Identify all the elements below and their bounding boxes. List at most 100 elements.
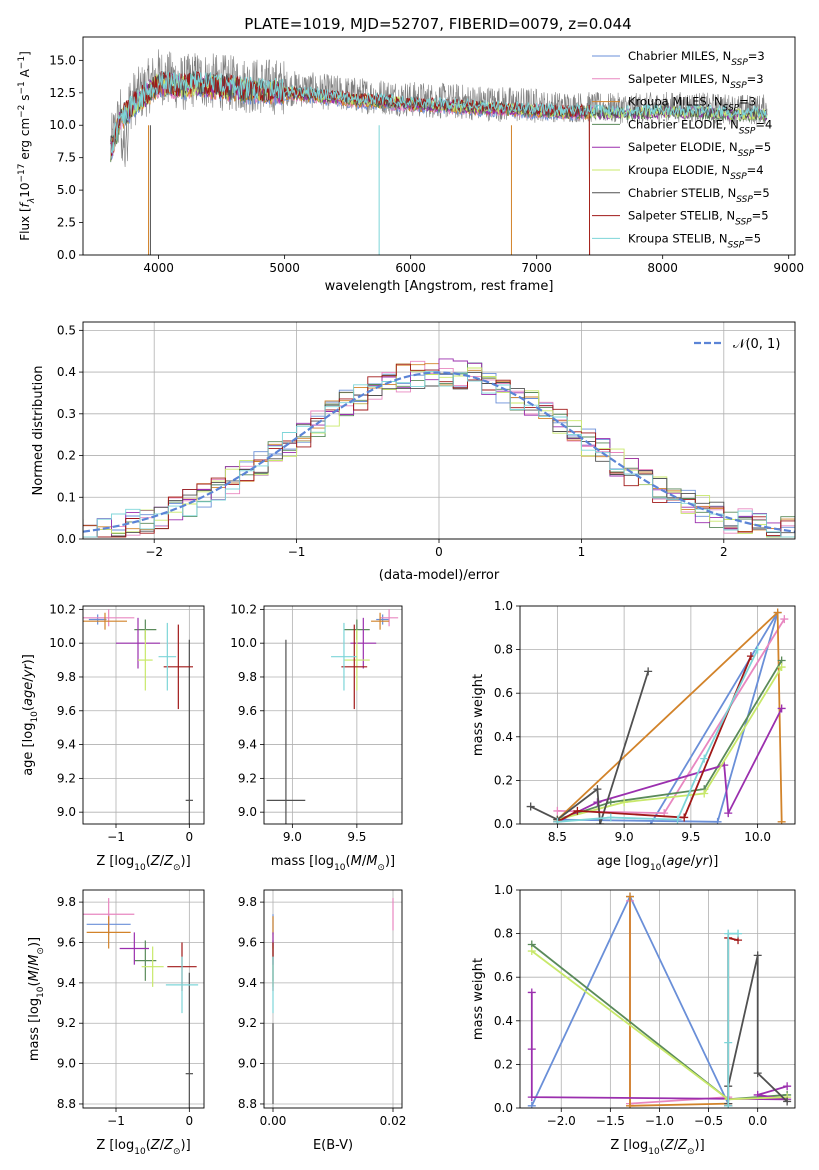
text-span: 10	[650, 863, 662, 873]
y-tick-label: 0.1	[57, 490, 76, 504]
text-span: Z	[677, 1138, 688, 1153]
text-span: Z	[163, 1138, 174, 1153]
axes-frame: −1 08.89.09.29.49.69.8Z [log10(Z/Z⊙)]mass…	[27, 889, 205, 1157]
text-span: age	[21, 682, 36, 706]
panel-age_vs_mass: 9.0 9.5 9.0 9.2 9.4 9.6 9.8 10.0 10.2 mass [log10…	[230, 602, 403, 873]
text-span: Z [log	[96, 854, 134, 869]
x-tick-label: 9.0	[615, 830, 634, 844]
text-span: )]	[27, 937, 42, 947]
y-tick-label: 1.0	[494, 883, 513, 897]
x-tick-label: −1	[107, 1114, 125, 1128]
weight-marker	[753, 951, 762, 960]
axes-border	[82, 605, 205, 825]
y-tick-label: 0.3	[57, 407, 76, 421]
weight-marker	[527, 1045, 536, 1054]
text-span: SSP	[739, 126, 756, 136]
x-tick-label: 8.5	[548, 830, 567, 844]
axes-frame: 8.5 9.0 9.5 10.0 0.0 0.2 0.4 0.6 0.8 1.0 age [log1…	[471, 599, 796, 873]
weight-marker	[783, 1097, 792, 1106]
text-span: (	[346, 854, 351, 869]
axes-border	[82, 321, 796, 540]
text-span: Kroupa STELIB, N	[628, 231, 728, 245]
text-span: A	[18, 68, 32, 81]
y-axis-label: age [log10(age/yr)]	[21, 654, 40, 776]
text-span: =5	[754, 140, 771, 154]
legend-entry: Kroupa ELODIE, NSSP=4	[628, 163, 764, 182]
weight-marker	[713, 817, 722, 824]
x-tick-label: −1.5	[596, 1114, 625, 1128]
axes-frame: 4000 5000 6000 7000 8000 9000 0.0 2.5 5.0 7.5 10.0…	[17, 36, 804, 294]
y-axis-label: mass [log10(M/M⊙)]	[27, 937, 46, 1061]
weight-marker	[724, 929, 733, 938]
y-tick-label: 0.6	[494, 686, 513, 700]
plot-area	[527, 892, 792, 1108]
text-span: SSP	[736, 195, 753, 205]
text-span: Salpeter MILES, N	[628, 72, 730, 86]
text-span: (	[27, 981, 42, 986]
plot-area	[272, 898, 394, 1104]
text-span: 10	[134, 863, 146, 873]
weight-marker	[626, 1101, 634, 1108]
text-span: =5	[752, 209, 769, 223]
x-tick-label: 9.0	[283, 830, 302, 844]
text-span: M	[351, 854, 362, 869]
panel-weight_vs_Z: −2.0 −1.5 −1.0 −0.5 0.0 0.0 0.2 0.4 0.6 0.8 1.0 Z […	[471, 883, 796, 1157]
text-span: Z	[150, 1138, 161, 1153]
text-span: Kroupa MILES, N	[628, 95, 723, 109]
text-span: M	[366, 854, 377, 869]
plot-area	[83, 358, 795, 538]
y-tick-label: 9.4	[238, 738, 257, 752]
x-axis-label: wavelength [Angstrom, rest frame]	[325, 279, 554, 294]
y-tick-label: 10.0	[49, 636, 76, 650]
axes-border	[519, 889, 796, 1109]
text-span: SSP	[730, 172, 747, 182]
weight-marker	[777, 663, 786, 672]
plot-panels: 4000 5000 6000 7000 8000 90000.02.55.07.510.0…	[17, 36, 804, 1157]
x-tick-label: 9.5	[347, 830, 366, 844]
y-tick-label: 0.0	[494, 1101, 513, 1115]
weight-marker	[526, 802, 535, 811]
y-tick-label: 9.2	[238, 771, 257, 785]
weight-marker	[553, 817, 562, 824]
text-span: Flux [	[18, 207, 32, 240]
text-span: )]	[708, 854, 718, 869]
text-span: Salpeter STELIB, N	[628, 209, 735, 223]
weight-marker	[620, 798, 629, 807]
text-span: ]	[18, 51, 32, 56]
text-span: Chabrier ELODIE, N	[628, 117, 739, 131]
axes-frame: 9.0 9.5 9.0 9.2 9.4 9.6 9.8 10.0 10.2 mass [log10…	[230, 602, 403, 873]
text-span: mass [log	[27, 998, 42, 1061]
text-span: (	[146, 1138, 151, 1153]
text-span: )]	[695, 1138, 705, 1153]
text-span: yr	[21, 663, 36, 679]
text-span: )]	[21, 654, 36, 664]
axes-border	[82, 889, 205, 1109]
y-tick-label: 10.0	[49, 118, 76, 132]
x-tick-label: −0.5	[694, 1114, 723, 1128]
weight-line	[556, 655, 752, 823]
text-span: 10	[30, 711, 40, 723]
text-span: 10	[648, 1147, 660, 1157]
x-axis-label: E(B-V)	[313, 1138, 353, 1153]
text-span: =4	[755, 117, 772, 131]
weight-marker	[780, 615, 789, 624]
x-tick-label: −2.0	[547, 1114, 576, 1128]
legend-entry: Chabrier STELIB, NSSP=5	[628, 186, 770, 205]
text-span: /	[691, 854, 696, 869]
y-tick-label: 9.6	[238, 935, 257, 949]
histogram-step	[83, 371, 795, 538]
text-span: SSP	[731, 58, 748, 68]
text-span: )]	[181, 1138, 191, 1153]
weight-marker	[680, 813, 689, 822]
x-tick-label: 4000	[143, 261, 174, 275]
text-span: ⊙	[687, 1147, 695, 1157]
panel-spectrum: 4000 5000 6000 7000 8000 9000 0.0 2.5 5.0 7.5 10.0…	[17, 36, 804, 294]
text-span: age [log	[597, 854, 650, 869]
text-span: SSP	[735, 218, 752, 228]
y-tick-label: 9.2	[238, 1016, 257, 1030]
y-tick-label: 9.6	[238, 704, 257, 718]
y-tick-label: 8.8	[57, 1097, 76, 1111]
y-tick-label: 10.2	[230, 602, 257, 616]
